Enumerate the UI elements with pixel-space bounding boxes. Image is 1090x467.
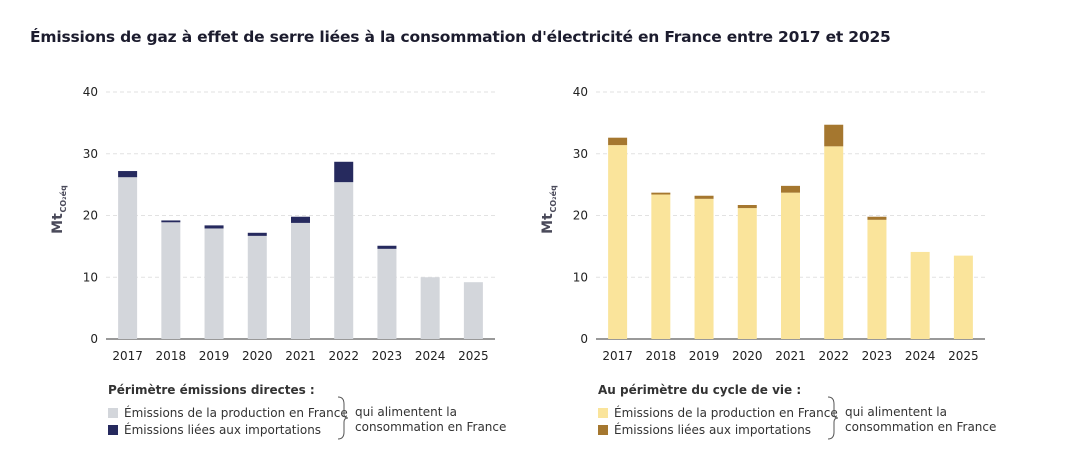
legend-title: Au périmètre du cycle de vie : (598, 383, 802, 397)
legend-item-production: Émissions de la production en France (598, 404, 838, 421)
x-tick-label: 2024 (905, 349, 936, 363)
bar-imports-2021 (291, 216, 310, 223)
bar-imports-2019 (694, 195, 714, 199)
bar-production-2017 (118, 177, 138, 339)
bar-imports-2023 (377, 245, 397, 249)
x-tick-label: 2018 (156, 349, 187, 363)
x-tick-label: 2022 (818, 349, 849, 363)
bar-production-2022 (334, 182, 354, 339)
brace-icon (337, 396, 349, 440)
legend-label: Émissions de la production en France (614, 405, 838, 420)
legend-title: Périmètre émissions directes : (108, 383, 315, 397)
y-tick-label: 40 (573, 85, 588, 99)
bar-production-2018 (161, 222, 181, 339)
bar-imports-2020 (737, 205, 757, 209)
bar-production-2024 (420, 277, 440, 339)
y-tick-label: 10 (573, 270, 588, 284)
legend-lifecycle: Au périmètre du cycle de vie : Émissions… (598, 383, 838, 438)
y-tick-label: 0 (580, 332, 588, 346)
legend-note: qui alimentent la consommation en France (845, 405, 997, 434)
x-tick-label: 2019 (689, 349, 720, 363)
y-tick-label: 30 (83, 147, 98, 161)
y-axis-label-subscript: CO₂éq (548, 185, 558, 213)
legend-note: qui alimentent la consommation en France (355, 405, 507, 434)
bar-imports-2017 (118, 171, 138, 178)
legend-direct: Périmètre émissions directes : Émissions… (108, 383, 348, 438)
legend-swatch-imports (108, 424, 118, 435)
bar-imports-2020 (247, 232, 267, 236)
bar-production-2020 (247, 235, 267, 339)
x-tick-label: 2022 (328, 349, 359, 363)
x-tick-label: 2017 (112, 349, 143, 363)
bar-production-2024 (910, 251, 930, 339)
bar-production-2021 (291, 222, 310, 339)
legend-item-production: Émissions de la production en France (108, 404, 348, 421)
y-tick-label: 0 (90, 332, 98, 346)
legend-label: Émissions de la production en France (124, 405, 348, 420)
y-axis-label-text: Mt (540, 213, 556, 234)
bar-production-2023 (377, 248, 397, 339)
bar-imports-2018 (651, 192, 671, 195)
bar-imports-2023 (867, 216, 887, 220)
y-tick-label: 40 (83, 85, 98, 99)
y-tick-label: 20 (83, 209, 98, 223)
x-tick-label: 2025 (458, 349, 489, 363)
y-tick-label: 10 (83, 270, 98, 284)
legend-item-imports: Émissions liées aux importations (598, 421, 838, 438)
x-tick-label: 2020 (242, 349, 273, 363)
bar-imports-2022 (824, 124, 844, 147)
legend-swatch-production (598, 407, 608, 418)
y-axis-label-text: Mt (50, 213, 66, 234)
bar-production-2021 (781, 192, 800, 339)
y-tick-label: 20 (573, 209, 588, 223)
y-axis-label-subscript: CO₂éq (58, 185, 68, 213)
bar-imports-2019 (204, 225, 224, 229)
bar-production-2020 (737, 208, 757, 339)
legend-item-imports: Émissions liées aux importations (108, 421, 348, 438)
bar-imports-2022 (334, 161, 354, 183)
bar-production-2025 (953, 255, 973, 339)
brace-icon (827, 396, 839, 440)
bar-production-2019 (694, 198, 714, 339)
bar-production-2023 (867, 219, 887, 339)
bar-production-2025 (463, 282, 483, 339)
legend-label: Émissions liées aux importations (614, 422, 812, 437)
legend-swatch-production (108, 407, 118, 418)
x-tick-label: 2024 (415, 349, 446, 363)
x-tick-label: 2020 (732, 349, 763, 363)
bar-imports-2021 (781, 185, 800, 193)
legend-swatch-imports (598, 424, 608, 435)
bar-production-2019 (204, 228, 224, 339)
x-tick-label: 2023 (862, 349, 893, 363)
bar-imports-2018 (161, 220, 181, 223)
x-tick-label: 2021 (285, 349, 316, 363)
bar-production-2017 (608, 145, 628, 339)
bar-production-2018 (651, 194, 671, 339)
x-tick-label: 2025 (948, 349, 979, 363)
bar-imports-2017 (608, 137, 628, 146)
page-title: Émissions de gaz à effet de serre liées … (30, 28, 891, 46)
x-tick-label: 2017 (602, 349, 633, 363)
x-tick-label: 2021 (775, 349, 806, 363)
y-tick-label: 30 (573, 147, 588, 161)
legend-label: Émissions liées aux importations (124, 422, 322, 437)
x-tick-label: 2019 (199, 349, 230, 363)
x-tick-label: 2018 (646, 349, 677, 363)
x-tick-label: 2023 (372, 349, 403, 363)
bar-production-2022 (824, 146, 844, 339)
